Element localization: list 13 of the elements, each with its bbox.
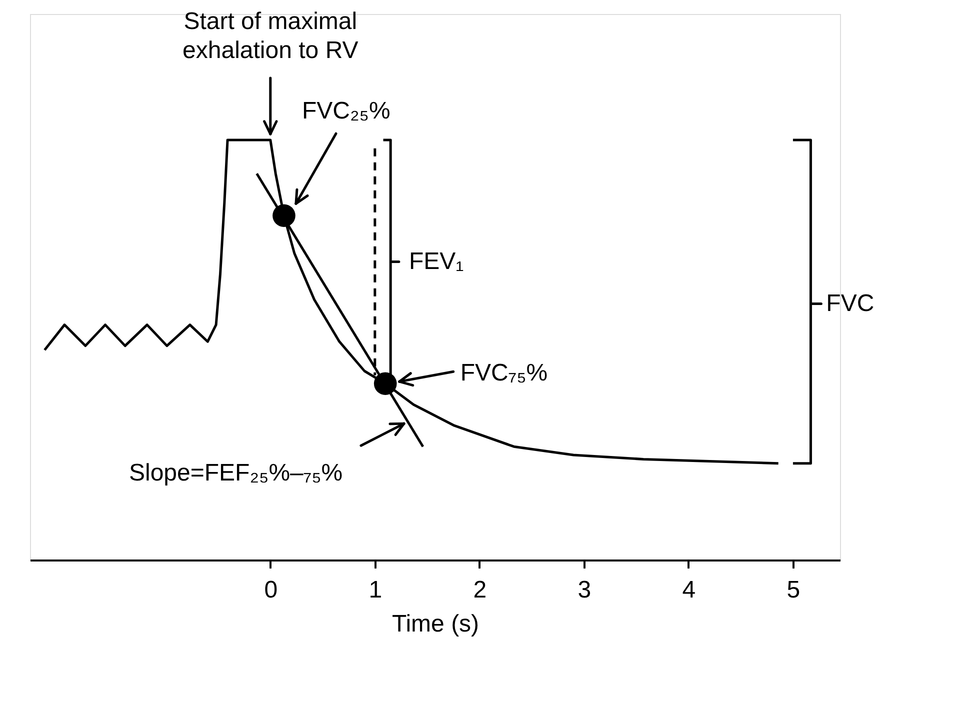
x-tick-label: 4 [682, 576, 696, 604]
x-tick-label: 5 [786, 576, 800, 604]
x-tick-label: 0 [264, 576, 278, 604]
x-tick-label: 3 [578, 576, 592, 604]
x-tick-label: 1 [368, 576, 382, 604]
text: FVC₂₅% [302, 98, 390, 125]
annotation: FVC₇₅% [460, 360, 548, 387]
x-axis-title: Time (s) [392, 610, 480, 638]
annotation: FEV₁ [408, 248, 464, 275]
annotation: Slope=FEF₂₅%–₇₅% [128, 460, 343, 487]
annotation: Start of maximal exhalation to RV [182, 8, 358, 64]
x-tick-label: 2 [473, 576, 487, 604]
annotation: FVC [826, 290, 874, 317]
